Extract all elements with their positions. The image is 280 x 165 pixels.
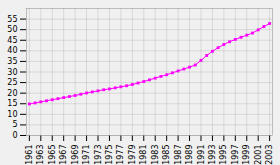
svg-text:1973: 1973 <box>94 145 103 165</box>
svg-text:1989: 1989 <box>185 145 194 165</box>
svg-text:1967: 1967 <box>59 145 68 165</box>
svg-text:1999: 1999 <box>242 145 251 165</box>
svg-text:1969: 1969 <box>71 145 80 165</box>
svg-text:40: 40 <box>7 46 17 55</box>
svg-text:20: 20 <box>7 89 17 98</box>
svg-text:0: 0 <box>12 131 17 140</box>
svg-text:1997: 1997 <box>231 145 240 165</box>
svg-text:1979: 1979 <box>128 145 137 165</box>
svg-text:1983: 1983 <box>151 145 160 165</box>
svg-text:1987: 1987 <box>174 145 183 165</box>
svg-text:30: 30 <box>7 68 17 77</box>
svg-text:1971: 1971 <box>82 145 91 165</box>
svg-text:50: 50 <box>7 25 17 34</box>
svg-text:1991: 1991 <box>197 145 206 165</box>
svg-text:2003: 2003 <box>265 145 274 165</box>
svg-text:1963: 1963 <box>36 145 45 165</box>
svg-text:1975: 1975 <box>105 145 114 165</box>
svg-text:1985: 1985 <box>162 145 171 165</box>
svg-text:15: 15 <box>7 99 17 108</box>
svg-text:1961: 1961 <box>25 145 34 165</box>
svg-text:25: 25 <box>7 78 17 87</box>
svg-text:1977: 1977 <box>116 145 125 165</box>
svg-text:1981: 1981 <box>139 145 148 165</box>
svg-text:2001: 2001 <box>254 145 263 165</box>
svg-text:55: 55 <box>7 15 17 24</box>
svg-text:1965: 1965 <box>48 145 57 165</box>
svg-text:1995: 1995 <box>219 145 228 165</box>
svg-text:1993: 1993 <box>208 145 217 165</box>
svg-text:45: 45 <box>7 36 17 45</box>
svg-text:35: 35 <box>7 57 17 66</box>
svg-text:5: 5 <box>12 120 17 129</box>
svg-text:10: 10 <box>7 110 17 119</box>
